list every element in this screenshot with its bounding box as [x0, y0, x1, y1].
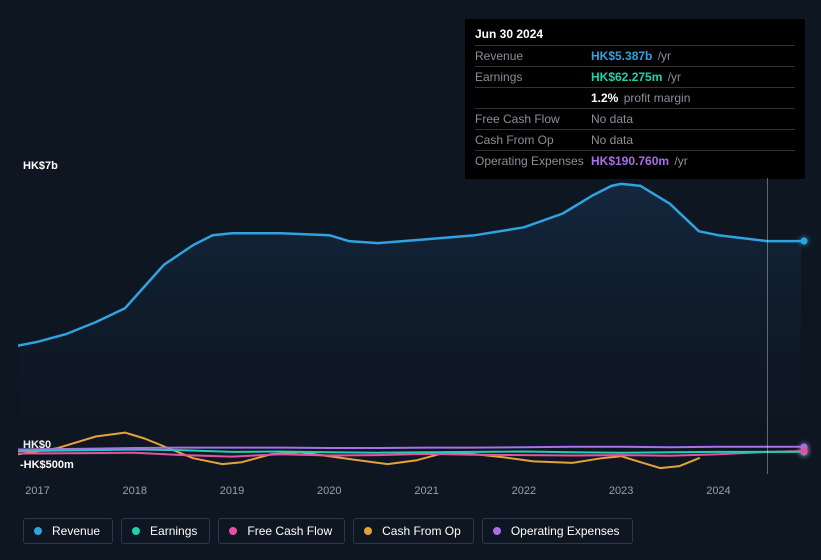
legend-item-label: Free Cash Flow: [247, 524, 332, 538]
tooltip-row: Operating ExpensesHK$190.760m /yr: [475, 150, 795, 171]
tooltip-row-value: HK$190.760m /yr: [591, 152, 795, 170]
tooltip-row-label: Revenue: [475, 47, 591, 65]
legend-item-revenue[interactable]: Revenue: [23, 518, 113, 544]
legend-item-label: Operating Expenses: [511, 524, 620, 538]
series-end-dot: [801, 448, 808, 455]
chart-plot-area[interactable]: [18, 178, 806, 474]
tooltip-date: Jun 30 2024: [475, 25, 795, 45]
series-end-dot: [801, 238, 808, 245]
tooltip-row-value: HK$62.275m /yr: [591, 68, 795, 86]
tooltip-row-label: Cash From Op: [475, 131, 591, 149]
legend-dot-icon: [364, 527, 372, 535]
chart-legend: Revenue Earnings Free Cash Flow Cash From O…: [23, 518, 633, 544]
legend-item-cash_from_op[interactable]: Cash From Op: [353, 518, 474, 544]
x-axis-label: 2020: [317, 485, 341, 497]
legend-item-label: Earnings: [150, 524, 197, 538]
tooltip-row-value: No data: [591, 131, 795, 149]
financial-chart: [18, 178, 806, 474]
tooltip-row: Cash From OpNo data: [475, 129, 795, 150]
chart-tooltip: Jun 30 2024 RevenueHK$5.387b /yrEarnings…: [465, 19, 805, 179]
chart-hover-line: [767, 178, 768, 474]
tooltip-row-label: Earnings: [475, 68, 591, 86]
tooltip-row-secondary: .1.2% profit margin: [475, 87, 795, 108]
tooltip-row-label: Free Cash Flow: [475, 110, 591, 128]
legend-dot-icon: [132, 527, 140, 535]
legend-dot-icon: [229, 527, 237, 535]
legend-item-label: Cash From Op: [382, 524, 461, 538]
x-axis-label: 2022: [512, 485, 536, 497]
series-fill-revenue: [18, 184, 801, 474]
tooltip-row: EarningsHK$62.275m /yr: [475, 66, 795, 87]
legend-item-free_cash_flow[interactable]: Free Cash Flow: [218, 518, 345, 544]
x-axis-label: 2018: [122, 485, 146, 497]
x-axis-label: 2024: [706, 485, 730, 497]
tooltip-row-label: Operating Expenses: [475, 152, 591, 170]
x-axis-label: 2019: [220, 485, 244, 497]
legend-dot-icon: [34, 527, 42, 535]
legend-dot-icon: [493, 527, 501, 535]
tooltip-row: RevenueHK$5.387b /yr: [475, 45, 795, 66]
x-axis-label: 2023: [609, 485, 633, 497]
x-axis-label: 2021: [414, 485, 438, 497]
tooltip-row: Free Cash FlowNo data: [475, 108, 795, 129]
legend-item-label: Revenue: [52, 524, 100, 538]
legend-item-earnings[interactable]: Earnings: [121, 518, 210, 544]
y-axis-label-top: HK$7b: [23, 160, 58, 172]
tooltip-row-value: HK$5.387b /yr: [591, 47, 795, 65]
legend-item-operating_expenses[interactable]: Operating Expenses: [482, 518, 633, 544]
tooltip-row-value: No data: [591, 110, 795, 128]
x-axis-label: 2017: [25, 485, 49, 497]
